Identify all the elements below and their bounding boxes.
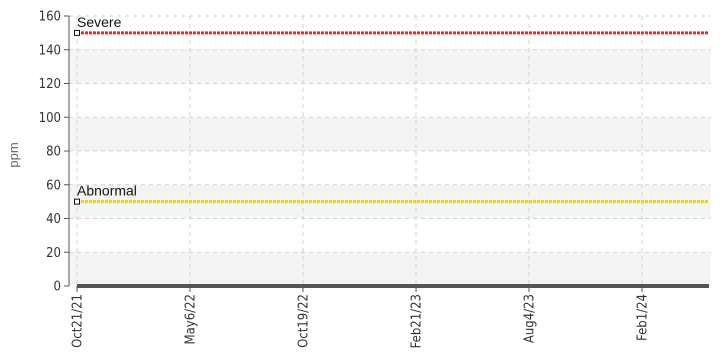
plot-bands [69, 49, 711, 286]
plot-band [69, 252, 711, 286]
y-tick-label: 160 [39, 10, 61, 25]
y-tick-label: 100 [39, 111, 61, 126]
threshold-lines: Severe Abnormal [74, 14, 709, 205]
y-tick-label: 20 [46, 246, 61, 261]
plot-band [69, 49, 711, 84]
y-tick-label: 60 [46, 178, 61, 193]
y-tick-label: 120 [39, 77, 61, 92]
x-tick-label: Feb1/24 [636, 294, 651, 341]
x-tick-label: Oct21/21 [71, 294, 86, 348]
y-tick-label: 40 [46, 212, 61, 227]
y-tick-label: 140 [39, 43, 61, 58]
y-axis-title: ppm [6, 142, 21, 167]
threshold-marker [74, 198, 80, 205]
x-tick-label: Oct19/22 [297, 294, 312, 348]
y-tick-label: 80 [46, 145, 61, 160]
axes: 0 20 40 60 80 100 120 140 160 Oct21/21 May6/22 Oct1… [39, 10, 651, 349]
x-tick-label: May6/22 [184, 294, 199, 344]
threshold-label: Abnormal [77, 183, 137, 199]
x-tick-label: Feb21/23 [410, 294, 425, 348]
plot-band [69, 117, 711, 151]
threshold-label: Severe [77, 14, 122, 30]
grid-lines [69, 15, 711, 286]
y-tick-label: 0 [54, 280, 61, 295]
x-tick-label: Aug4/23 [523, 294, 538, 343]
threshold-marker [74, 29, 80, 36]
